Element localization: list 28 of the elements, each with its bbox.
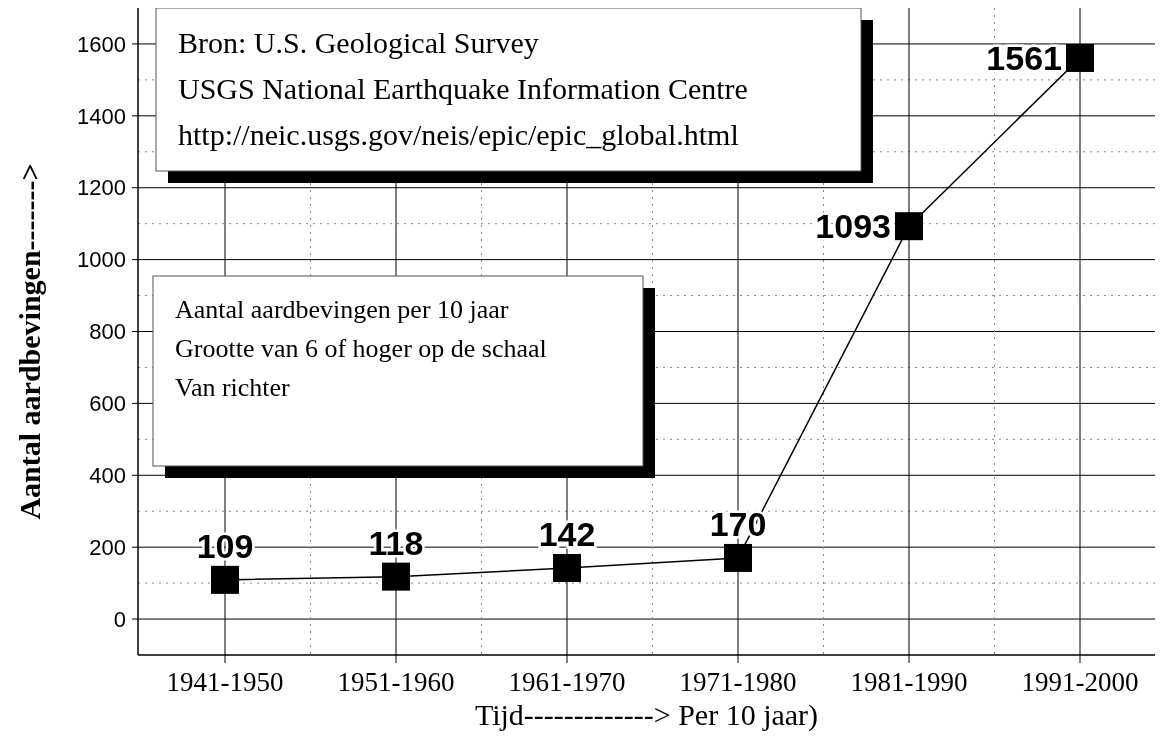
x-tick-label: 1951-1960 (337, 667, 455, 697)
y-tick-label: 1600 (77, 31, 126, 57)
x-axis-title: Tijd-------------> Per 10 jaar) (474, 698, 819, 732)
y-tick-label: 0 (113, 606, 126, 632)
point (895, 212, 923, 241)
y-axis-title: Aantal aardbevingen-------> (13, 163, 46, 520)
annotation: Bron: U.S. Geological Survey USGS National Earthquake Information Centre http://neic.usgs.gov/neis/epic/epic_global.html (178, 26, 748, 151)
data-label: 1093 (815, 207, 891, 246)
point (211, 565, 239, 594)
y-tick-label: 1000 (77, 247, 126, 273)
y-tick-label: 1200 (77, 175, 126, 201)
y-tick-label: 200 (89, 534, 126, 560)
x-tick-label: 1961-1970 (508, 667, 626, 697)
point (382, 562, 410, 591)
x-tick-label: 1941-1950 (166, 667, 284, 697)
annotation: Aantal aardbevingen per 10 jaar Grootte van 6 of hoger op de schaal Van richter (175, 295, 547, 402)
y-tick-label: 600 (89, 391, 126, 417)
x-tick-label: 1971-1980 (679, 667, 797, 697)
data-label: 1561 (986, 38, 1062, 77)
point (724, 543, 752, 572)
y-tick-label: 400 (89, 462, 126, 488)
y-tick-label: 1400 (77, 103, 126, 129)
x-tick-label: 1981-1990 (850, 667, 968, 697)
point (553, 554, 581, 583)
x-tick-label: 1991-2000 (1021, 667, 1139, 697)
data-label: 142 (538, 515, 596, 554)
point (1066, 43, 1094, 72)
y-tick-label: 800 (89, 319, 126, 345)
